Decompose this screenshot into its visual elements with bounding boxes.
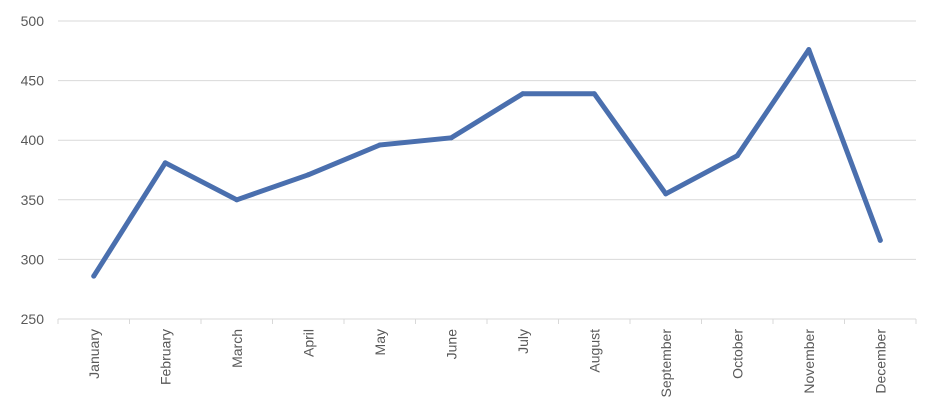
y-tick-label-250: 250 — [21, 311, 45, 327]
x-axis-tick-labels: January February March April May June July Augu… — [86, 329, 889, 398]
data-point-august — [591, 91, 597, 97]
x-tick-label-february: February — [157, 329, 173, 385]
data-point-july — [520, 91, 526, 97]
x-axis — [57, 318, 917, 324]
x-tick-label-october: October — [729, 329, 745, 379]
data-point-march — [234, 197, 240, 203]
data-point-september — [663, 191, 669, 197]
x-tick-label-may: May — [372, 329, 388, 355]
y-axis-tick-labels: 250 300 350 400 450 500 — [21, 13, 45, 327]
data-point-october — [734, 153, 740, 159]
y-tick-label-350: 350 — [21, 192, 45, 208]
x-tick-label-april: April — [300, 329, 316, 357]
y-tick-label-450: 450 — [21, 73, 45, 89]
data-point-may — [377, 142, 383, 148]
y-tick-label-400: 400 — [21, 132, 45, 148]
gridlines — [58, 20, 916, 260]
x-tick-label-december: December — [872, 329, 888, 394]
data-point-january — [91, 273, 97, 279]
x-tick-label-june: June — [443, 329, 459, 360]
data-point-june — [448, 135, 454, 141]
x-tick-label-august: August — [586, 329, 602, 373]
x-tick-label-january: January — [86, 329, 102, 379]
data-point-february — [162, 160, 168, 166]
data-point-november — [806, 47, 812, 53]
data-point-december — [877, 237, 883, 243]
series-line-0 — [91, 47, 883, 279]
x-tick-label-july: July — [515, 329, 531, 354]
data-point-april — [305, 172, 311, 178]
y-tick-label-500: 500 — [21, 13, 45, 29]
x-tick-label-march: March — [229, 329, 245, 368]
x-tick-label-november: November — [801, 329, 817, 394]
x-tick-label-september: September — [658, 329, 674, 398]
series-layer — [91, 47, 883, 279]
y-tick-label-300: 300 — [21, 251, 45, 267]
